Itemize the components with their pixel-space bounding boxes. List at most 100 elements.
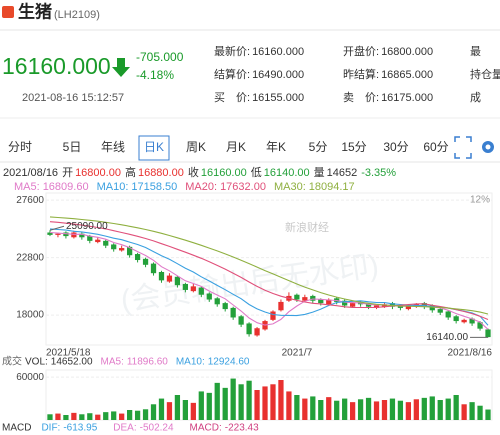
volume-legend-value: 14652.00	[51, 357, 93, 368]
volume-bar	[119, 413, 125, 420]
volume-bar	[397, 400, 404, 420]
volume-bar	[477, 405, 483, 420]
candle-body	[206, 293, 212, 300]
candle-body	[111, 244, 117, 250]
volume-bar	[421, 397, 427, 420]
candle-body	[198, 287, 204, 295]
tab[interactable]: 周K	[186, 140, 206, 154]
volume-bar	[190, 402, 196, 420]
candle-body	[182, 283, 189, 290]
fullscreen-icon[interactable]	[454, 136, 472, 159]
candle-body	[142, 258, 149, 265]
candle-body	[477, 322, 483, 329]
change: -705.000	[136, 50, 184, 64]
macd-legend-label: MACD:	[190, 423, 222, 434]
tab[interactable]: 年线	[101, 140, 125, 154]
tab[interactable]: 30分	[383, 140, 408, 154]
candle-body	[238, 316, 244, 325]
candle-body	[246, 323, 252, 335]
watermark: (会员输出后无水印)	[119, 249, 381, 318]
volume-bar	[198, 391, 204, 420]
volume-bar	[445, 398, 451, 420]
candle-body	[342, 300, 348, 306]
candle-body	[310, 295, 316, 301]
volume-bar	[238, 384, 244, 420]
candle-body	[55, 233, 61, 235]
candle-body	[63, 232, 69, 237]
candle-body	[469, 318, 475, 324]
macd-legend-label: DIF:	[41, 423, 60, 434]
volume-bar	[174, 395, 181, 420]
candle-body	[270, 311, 276, 320]
candle-body	[47, 232, 53, 235]
tab[interactable]: 月K	[226, 140, 246, 154]
volume-bar	[55, 413, 61, 420]
quote-value: 16155.000	[252, 92, 304, 104]
info-date: 2021/08/16	[3, 167, 58, 179]
candle-body	[461, 319, 467, 323]
tab[interactable]: 日K	[144, 140, 164, 154]
candle-body	[87, 236, 93, 241]
volume-bar	[79, 414, 85, 420]
right-axis-label: 12%	[470, 195, 490, 206]
candle-body	[453, 316, 459, 322]
code: (LH2109)	[54, 9, 100, 21]
candle-body	[214, 298, 220, 305]
volume-bar	[47, 414, 53, 420]
quote-label: 卖 价:	[343, 91, 379, 104]
volume-bar	[469, 402, 475, 420]
volume-bar	[429, 396, 435, 420]
candle-body	[103, 240, 109, 246]
logo	[2, 6, 14, 18]
candle-body	[79, 233, 85, 238]
candle-body	[166, 275, 173, 282]
x-tick-label: 2021/5/18	[46, 348, 91, 359]
volume-legend-label: VOL:	[25, 357, 48, 368]
candle-body	[278, 301, 284, 311]
candle-body	[230, 307, 236, 318]
tab[interactable]: 分时	[8, 140, 32, 154]
volume-bar	[230, 378, 236, 420]
info-value: 16160.00	[201, 167, 247, 179]
ma-line	[49, 216, 489, 315]
ma-line	[49, 221, 489, 321]
info-label: 收	[188, 165, 199, 179]
settings-icon[interactable]	[482, 141, 494, 153]
volume-bar	[381, 400, 388, 420]
tab[interactable]: 5分	[309, 140, 328, 154]
candle-body	[174, 276, 181, 286]
volume-bar	[206, 392, 212, 420]
volume-bar	[182, 400, 189, 420]
y-tick-label: 22800	[16, 252, 44, 263]
volume-bar	[326, 397, 332, 420]
candle-body	[365, 304, 372, 307]
candle-body	[126, 246, 133, 256]
volume-bar	[126, 410, 133, 420]
tab[interactable]: 15分	[341, 140, 366, 154]
quote-label: 成	[470, 91, 481, 104]
macd-legend-label: DEA:	[113, 423, 136, 434]
volume-bar	[278, 380, 284, 420]
candle-body	[437, 309, 443, 313]
macd-legend-value: -223.43	[225, 423, 259, 434]
volume-bar	[214, 382, 220, 420]
candle-body	[421, 303, 427, 307]
tab[interactable]: 年K	[266, 140, 286, 154]
candle-body	[222, 303, 228, 310]
info-value: 16140.00	[264, 167, 310, 179]
volume-frame	[45, 369, 493, 421]
quote-label: 买 价:	[214, 91, 250, 104]
volume-bar	[373, 401, 380, 420]
tab[interactable]: 5日	[63, 140, 82, 154]
info-label: 低	[251, 166, 262, 179]
volume-bar	[389, 398, 396, 420]
legend-value: 17632.00	[220, 181, 266, 193]
volume-bar	[461, 404, 467, 420]
candle-body	[429, 305, 435, 311]
tab[interactable]: 60分	[423, 140, 448, 154]
volume-bar	[310, 396, 316, 420]
volume-legend-label: MA10:	[176, 357, 205, 368]
y-tick-label: 27600	[16, 195, 44, 206]
info-label: 高	[125, 165, 136, 179]
